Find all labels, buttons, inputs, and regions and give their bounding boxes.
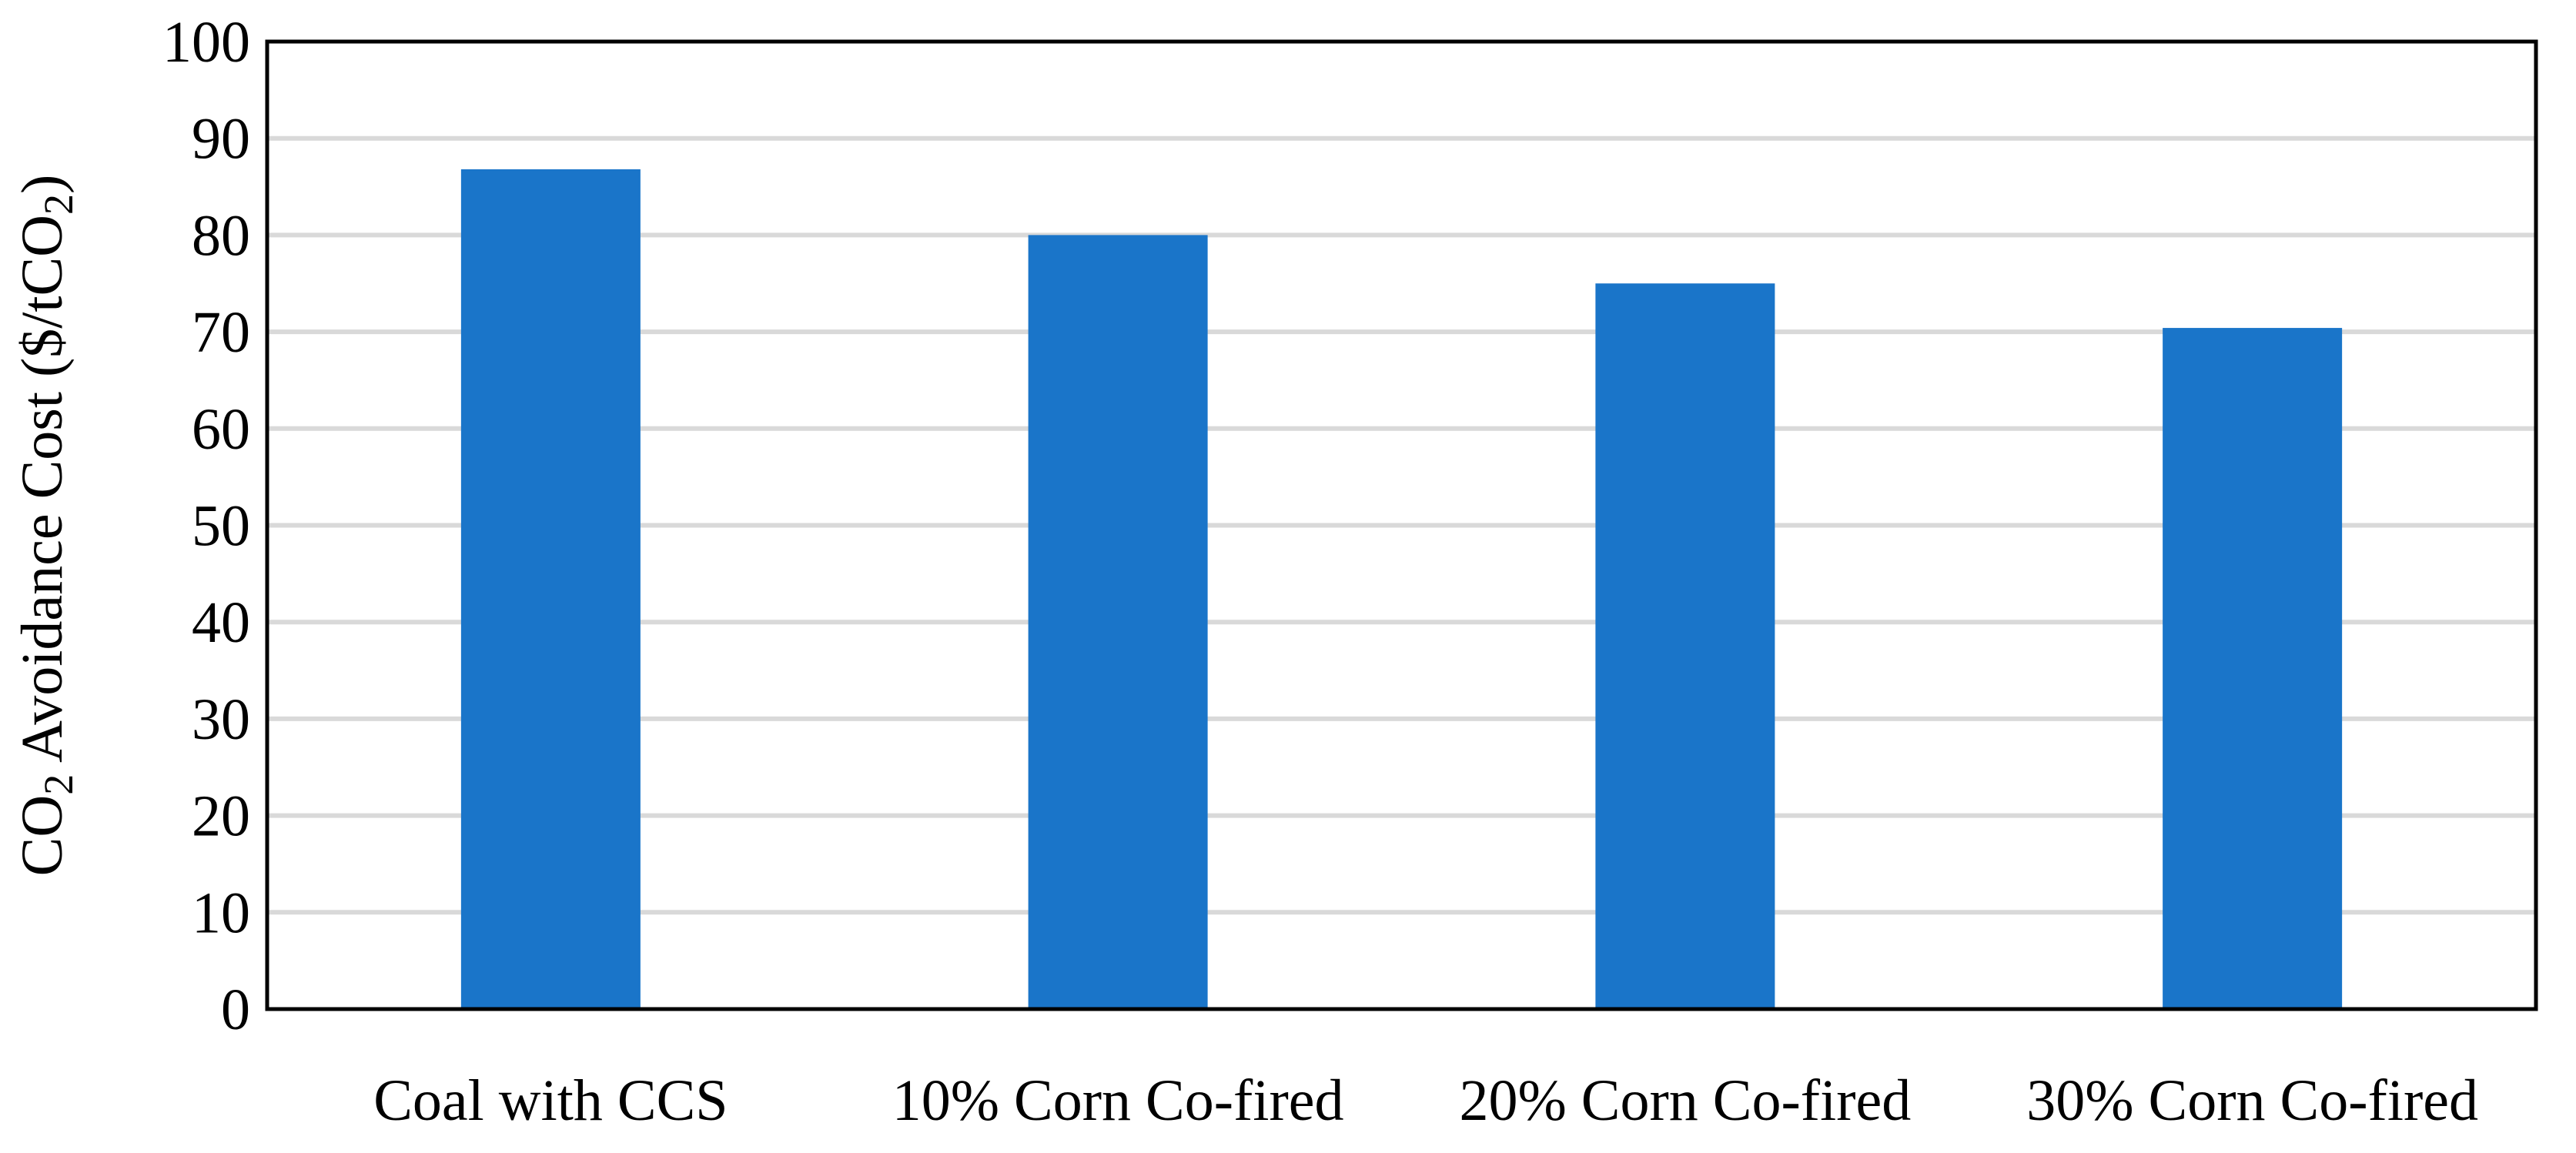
x-axis-tick-labels: Coal with CCS 10% Corn Co-fired 20% Corn C… (373, 1068, 2478, 1133)
bar (1595, 283, 1775, 1009)
x-tick-label: 10% Corn Co-fired (892, 1068, 1344, 1133)
y-tick-label: 100 (162, 10, 250, 75)
bar (1028, 235, 1208, 1009)
y-tick-label: 50 (192, 494, 250, 559)
y-tick-label: 40 (192, 590, 250, 655)
plot-area-frame (265, 39, 2538, 1011)
y-tick-label: 10 (192, 881, 250, 945)
y-tick-label: 60 (192, 397, 250, 462)
y-axis-tick-labels: 0 10 20 30 40 50 60 70 80 90 100 (162, 10, 250, 1042)
bar (460, 169, 641, 1010)
bar (2163, 328, 2343, 1009)
bars (460, 169, 2343, 1010)
y-tick-label: 0 (221, 978, 250, 1042)
x-tick-label: Coal with CCS (373, 1068, 728, 1133)
y-tick-label: 70 (192, 300, 250, 365)
y-tick-label: 20 (192, 784, 250, 849)
y-axis-title: CO2 Avoidance Cost ($/tCO2) (10, 175, 82, 877)
y-tick-label: 90 (192, 107, 250, 172)
y-tick-label: 80 (192, 203, 250, 268)
x-tick-label: 30% Corn Co-fired (2026, 1068, 2478, 1133)
gridlines (267, 135, 2536, 915)
y-tick-label: 30 (192, 687, 250, 752)
x-tick-label: 20% Corn Co-fired (1459, 1068, 1911, 1133)
